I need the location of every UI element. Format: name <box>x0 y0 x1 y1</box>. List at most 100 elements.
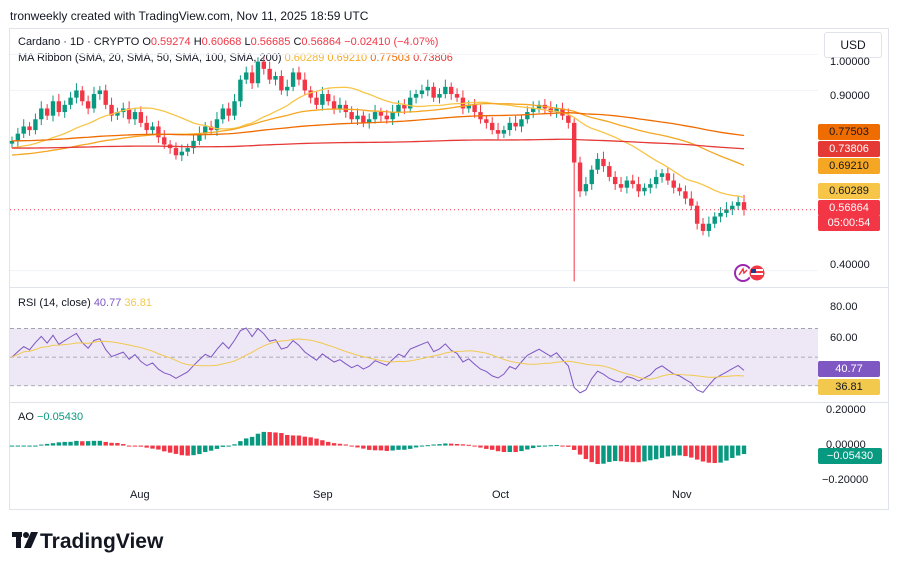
candle-body <box>595 158 600 170</box>
candle-body <box>507 122 512 131</box>
candle-body <box>74 90 79 98</box>
ao-bar <box>700 445 706 462</box>
candle-body <box>659 173 665 177</box>
ma50-line <box>11 102 745 166</box>
events-icon[interactable] <box>734 264 768 282</box>
candle-body <box>144 122 149 131</box>
candle-body <box>126 108 132 120</box>
candle-body <box>62 104 67 113</box>
ao-bar <box>290 435 296 446</box>
ao-bar <box>326 441 331 446</box>
ao-bar <box>390 445 395 451</box>
ao-axis-label: −0.20000 <box>822 474 869 486</box>
candle-body <box>232 101 237 116</box>
candle-body <box>132 112 138 120</box>
candle-body <box>39 108 44 120</box>
ao-bar <box>249 436 255 446</box>
ao-bar <box>115 443 120 446</box>
ao-bar <box>425 445 430 447</box>
main-legend: Cardano · 1D · CRYPTO O0.59274 H0.60668 … <box>18 36 438 48</box>
ao-bar <box>712 445 717 464</box>
candle-body <box>91 94 97 109</box>
ao-bar <box>331 443 337 446</box>
ao-bar <box>677 445 682 456</box>
ao-bar <box>50 443 56 446</box>
ao-bar <box>408 445 413 449</box>
candle-body <box>443 86 448 95</box>
candle-body <box>735 202 741 206</box>
candle-body <box>530 108 536 113</box>
candle-body <box>367 119 372 123</box>
ao-bar <box>355 445 360 448</box>
ao-axis-label: 0.20000 <box>826 404 866 416</box>
ao-bar <box>144 445 149 448</box>
candle-body <box>607 166 612 177</box>
ao-bar <box>519 445 524 452</box>
ao-bar <box>694 445 700 460</box>
candle-body <box>150 126 155 131</box>
candle-body <box>396 104 401 113</box>
ao-bar <box>413 445 419 448</box>
ao-bar <box>718 445 723 463</box>
candle-body <box>244 72 249 80</box>
ao-bar <box>220 445 226 447</box>
ao-bar <box>156 445 161 450</box>
ao-bar <box>285 434 290 446</box>
candle-body <box>712 216 717 224</box>
ao-bar <box>244 438 249 446</box>
ao-bar <box>665 445 671 457</box>
rsi-pane <box>10 327 818 394</box>
ao-bar <box>577 445 583 455</box>
currency-button[interactable]: USD <box>824 32 882 58</box>
ao-bar <box>33 445 38 447</box>
change-value: −0.02410 (−4.07%) <box>344 36 439 48</box>
ma50-price-tag: 0.69210 <box>818 158 880 174</box>
candle-body <box>80 90 85 102</box>
candle-body <box>349 112 354 120</box>
candle-body <box>566 115 571 123</box>
candle-body <box>261 61 267 69</box>
ao-bar <box>530 445 536 449</box>
candle-body <box>677 187 682 192</box>
candle-body <box>601 158 606 167</box>
candle-body <box>191 140 196 149</box>
ao-bar <box>607 445 612 462</box>
candle-body <box>208 126 214 131</box>
ao-bar <box>378 445 384 451</box>
candle-body <box>220 108 226 120</box>
ao-bar <box>308 437 313 446</box>
candle-body <box>279 76 284 91</box>
ao-bar <box>466 444 471 446</box>
low-label: L <box>244 36 251 48</box>
ao-bar <box>56 442 62 446</box>
ao-bar <box>601 445 606 464</box>
ao-bar <box>226 445 231 447</box>
price-axis-label: 1.00000 <box>830 56 870 68</box>
ao-bar <box>566 445 571 447</box>
tradingview-wordmark: TradingView <box>40 530 164 553</box>
ao-bar <box>554 445 559 447</box>
symbol-label: Cardano · 1D · CRYPTO <box>18 36 140 48</box>
tradingview-logo: TradingView <box>12 530 163 554</box>
price-pane <box>9 53 818 282</box>
candle-body <box>185 148 190 152</box>
candle-body <box>197 133 202 141</box>
candle-body <box>343 104 348 113</box>
ao-bar <box>314 438 319 446</box>
candle-body <box>636 184 641 192</box>
candle-body <box>577 162 583 192</box>
ao-bar <box>68 441 73 446</box>
candle-body <box>671 180 676 188</box>
candle-body <box>390 112 395 120</box>
ao-bar <box>238 441 243 446</box>
ao-bar <box>384 445 389 451</box>
candle-body <box>648 184 653 188</box>
candle-body <box>15 133 21 141</box>
candle-body <box>554 108 559 113</box>
ao-bar <box>642 445 647 462</box>
rsi-ma-line <box>11 338 745 380</box>
candle-body <box>525 112 530 120</box>
candle-body <box>700 223 706 231</box>
ao-bar <box>683 445 688 457</box>
candle-body <box>9 140 15 144</box>
